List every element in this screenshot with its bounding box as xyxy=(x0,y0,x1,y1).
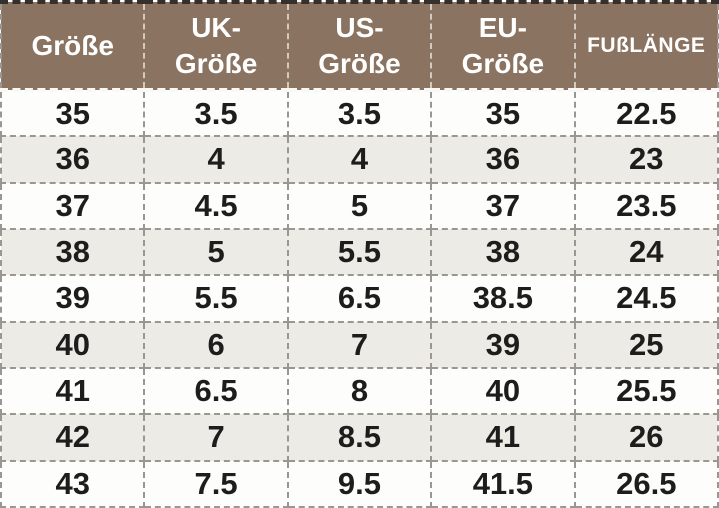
table-cell: 24 xyxy=(573,227,719,277)
column-header-groesse: Größe xyxy=(1,0,145,92)
table-cell: 8 xyxy=(286,366,433,416)
table-cell: 4 xyxy=(143,135,289,184)
table-cell: 36 xyxy=(430,135,576,184)
column-header-label: Größe xyxy=(31,29,114,61)
table-cell: 26 xyxy=(573,413,719,462)
table-cell: 7 xyxy=(286,320,433,369)
table-cell: 41 xyxy=(430,413,576,462)
table-row: 36 4 4 36 23 xyxy=(0,135,719,184)
table-cell: 7.5 xyxy=(143,459,289,508)
column-header-label: Größe xyxy=(318,48,401,79)
table-cell: 6.5 xyxy=(143,366,289,416)
table-cell: 35 xyxy=(430,88,576,138)
column-header-fusslaenge: FUßLÄNGE xyxy=(573,0,718,92)
table-cell: 43 xyxy=(0,459,146,508)
table-cell: 26.5 xyxy=(573,459,719,508)
table-cell: 41.5 xyxy=(430,459,576,508)
table-row: 41 6.5 8 40 25.5 xyxy=(0,366,719,416)
table-cell: 37 xyxy=(0,181,146,230)
table-cell: 38.5 xyxy=(430,274,576,323)
header-row: Größe UK- Größe US- Größe EU- Größe FUßLÄNGE xyxy=(1,0,718,92)
column-header-label: US- xyxy=(335,11,384,43)
table-cell: 8.5 xyxy=(286,413,433,462)
table-cell: 4 xyxy=(286,135,433,184)
table-cell: 23.5 xyxy=(573,181,719,230)
table-row: 42 7 8.5 41 26 xyxy=(0,413,719,462)
table-cell: 6 xyxy=(143,320,289,369)
table-cell: 42 xyxy=(0,413,146,462)
table-cell: 22.5 xyxy=(573,88,719,138)
table-cell: 25.5 xyxy=(573,366,719,416)
table-cell: 3.5 xyxy=(143,88,289,138)
table-cell: 4.5 xyxy=(143,181,289,230)
table-cell: 36 xyxy=(0,135,146,184)
table-cell: 40 xyxy=(0,320,146,369)
table-row: 38 5 5.5 38 24 xyxy=(0,227,719,277)
table-cell: 39 xyxy=(430,320,576,369)
table-header: Größe UK- Größe US- Größe EU- Größe FUßLÄNGE xyxy=(1,0,718,92)
column-header-us-groesse: US- Größe xyxy=(286,0,432,92)
table-cell: 41 xyxy=(0,366,146,416)
column-header-eu-groesse: EU- Größe xyxy=(430,0,575,92)
table-cell: 24.5 xyxy=(573,274,719,323)
table-row: 37 4.5 5 37 23.5 xyxy=(0,181,719,230)
table-row: 40 6 7 39 25 xyxy=(0,320,719,369)
table-cell: 23 xyxy=(573,135,719,184)
table-cell: 35 xyxy=(0,88,146,138)
column-header-label: FUßLÄNGE xyxy=(587,34,706,58)
column-header-label: EU- xyxy=(478,11,527,43)
column-header-uk-groesse: UK- Größe xyxy=(143,0,288,92)
table-cell: 5 xyxy=(286,181,433,230)
table-cell: 5.5 xyxy=(286,227,433,277)
table-cell: 5 xyxy=(143,227,289,277)
table-cell: 40 xyxy=(430,366,576,416)
column-header-label: Größe xyxy=(461,48,545,79)
column-header-label: UK- xyxy=(191,11,241,43)
table-cell: 5.5 xyxy=(143,274,289,323)
table-cell: 39 xyxy=(0,274,146,323)
size-table-body: 35 3.5 3.5 35 22.5 36 4 4 36 23 37 4.5 5 37 23.5 38 5 5.5… xyxy=(0,88,719,508)
table-cell: 3.5 xyxy=(286,88,433,138)
table-cell: 38 xyxy=(430,227,576,277)
column-header-label: Größe xyxy=(174,48,258,79)
table-row: 35 3.5 3.5 35 22.5 xyxy=(0,88,719,138)
table-cell: 38 xyxy=(0,227,146,277)
table-cell: 7 xyxy=(143,413,289,462)
table-row: 39 5.5 6.5 38.5 24.5 xyxy=(0,274,719,323)
table-row: 43 7.5 9.5 41.5 26.5 xyxy=(0,459,719,508)
table-cell: 25 xyxy=(573,320,719,369)
table-cell: 9.5 xyxy=(286,459,433,508)
table-cell: 37 xyxy=(430,181,576,230)
table-cell: 6.5 xyxy=(286,274,433,323)
